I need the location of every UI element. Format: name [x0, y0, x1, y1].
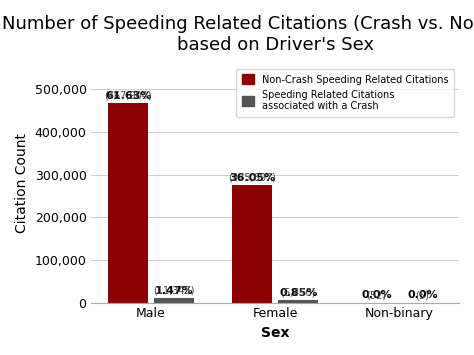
- Y-axis label: Citation Count: Citation Count: [15, 133, 29, 233]
- Text: (6,450): (6,450): [281, 276, 316, 298]
- Text: (11,345): (11,345): [153, 274, 195, 296]
- Bar: [232, 185, 272, 302]
- Text: 0.0%: 0.0%: [361, 290, 392, 300]
- Text: 0.85%: 0.85%: [279, 288, 318, 298]
- Title: Number of Speeding Related Citations (Crash vs. Non-crash)
based on Driver's Sex: Number of Speeding Related Citations (Cr…: [2, 15, 474, 54]
- X-axis label: Sex: Sex: [261, 326, 290, 340]
- Text: 36.05%: 36.05%: [229, 173, 275, 183]
- Bar: [278, 300, 318, 302]
- Bar: [154, 298, 194, 302]
- Legend: Non-Crash Speeding Related Citations, Speeding Related Citations
associated with: Non-Crash Speeding Related Citations, Sp…: [237, 69, 454, 117]
- Text: 0.0%: 0.0%: [407, 290, 438, 300]
- Text: (52): (52): [366, 279, 386, 300]
- Text: (275,697): (275,697): [228, 161, 276, 183]
- Bar: [108, 103, 148, 302]
- Text: 61.63%: 61.63%: [105, 91, 151, 101]
- Text: (467,904): (467,904): [104, 79, 152, 101]
- Text: (5): (5): [416, 279, 429, 300]
- Text: 1.47%: 1.47%: [155, 286, 193, 296]
